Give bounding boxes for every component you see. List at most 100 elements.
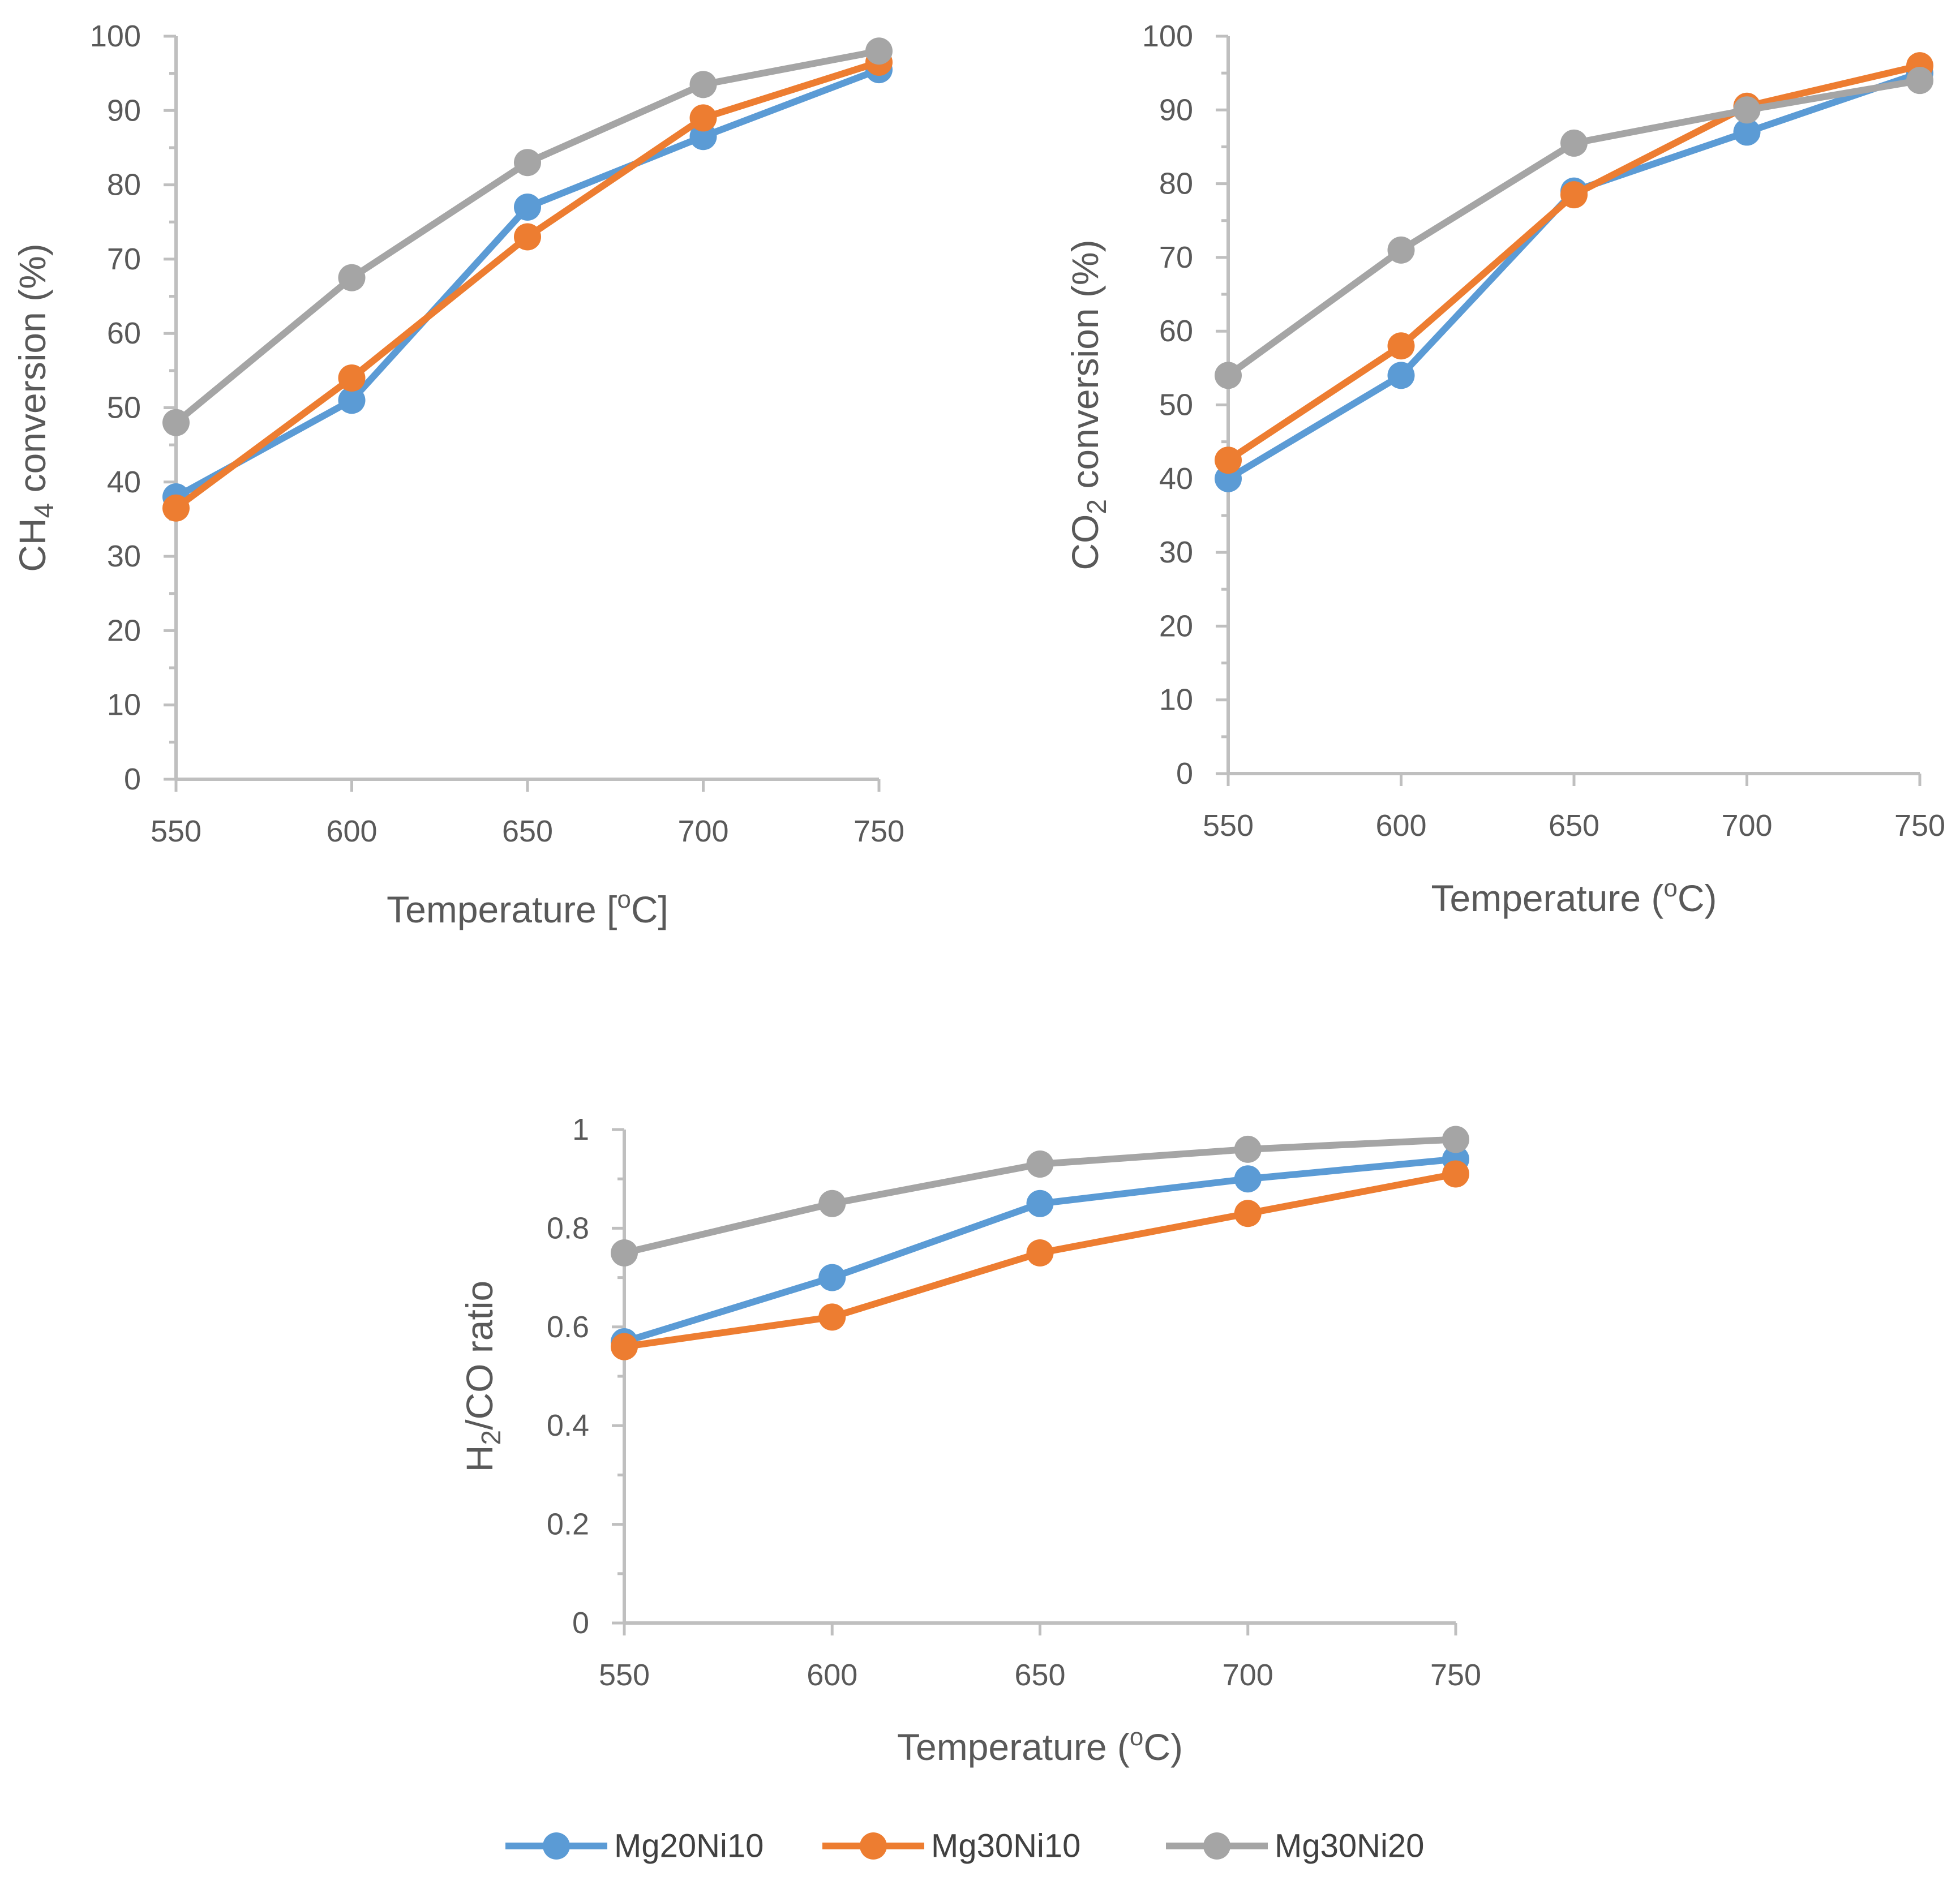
y-tick-label: 30 bbox=[107, 539, 141, 573]
data-point bbox=[1234, 1200, 1262, 1227]
y-tick-label: 100 bbox=[90, 19, 141, 53]
data-point bbox=[1026, 1150, 1054, 1178]
y-tick-label: 30 bbox=[1159, 535, 1193, 569]
data-point bbox=[514, 149, 541, 177]
data-point bbox=[1026, 1190, 1054, 1217]
data-point bbox=[689, 123, 717, 151]
data-point bbox=[611, 1239, 638, 1266]
data-point bbox=[689, 104, 717, 132]
x-tick-label: 650 bbox=[1014, 1658, 1065, 1692]
data-point bbox=[865, 37, 893, 65]
legend-marker bbox=[1203, 1832, 1230, 1860]
y-tick-label: 50 bbox=[107, 391, 141, 425]
series-Mg20Ni10 bbox=[162, 56, 893, 511]
x-tick-label: 650 bbox=[502, 814, 553, 848]
y-axis-title: CH4 conversion (%) bbox=[11, 243, 59, 572]
y-tick-label: 80 bbox=[1159, 167, 1193, 201]
legend-entry-Mg20Ni10: Mg20Ni10 bbox=[505, 1828, 764, 1865]
y-tick-label: 90 bbox=[107, 93, 141, 127]
legend-entry-Mg30Ni10: Mg30Ni10 bbox=[822, 1828, 1080, 1865]
legend-marker bbox=[543, 1832, 570, 1860]
data-point bbox=[1560, 129, 1588, 157]
chart-ch4-conversion: 0 10 20 30 40 50 60 70 80 90 100 550 600 650 700 750 Tem… bbox=[11, 19, 904, 930]
data-point bbox=[162, 409, 190, 436]
data-point bbox=[338, 264, 366, 291]
y-tick-label: 50 bbox=[1159, 388, 1193, 422]
series-Mg20Ni10 bbox=[1215, 59, 1933, 492]
chart-co2-conversion: 0 10 20 30 40 50 60 70 80 90 100 550 600 650 700 750 Tem… bbox=[1064, 19, 1945, 919]
data-point bbox=[1215, 446, 1242, 474]
y-tick-label: 0 bbox=[572, 1606, 589, 1640]
legend-entry-Mg30Ni20: Mg30Ni20 bbox=[1166, 1828, 1424, 1865]
series-Mg20Ni10 bbox=[611, 1145, 1469, 1355]
data-point bbox=[338, 387, 366, 414]
series-line bbox=[1226, 77, 1921, 379]
data-point bbox=[1387, 362, 1415, 389]
data-point bbox=[1387, 332, 1415, 360]
data-point bbox=[818, 1190, 846, 1217]
x-tick-label: 750 bbox=[1894, 809, 1945, 843]
legend-label: Mg30Ni10 bbox=[931, 1828, 1080, 1865]
data-point bbox=[1215, 362, 1242, 389]
x-tick-label: 600 bbox=[326, 814, 377, 848]
data-point bbox=[1733, 118, 1761, 146]
series-Mg30Ni20 bbox=[162, 37, 893, 436]
data-point bbox=[1560, 181, 1588, 209]
data-point bbox=[162, 494, 190, 522]
x-tick-label: 750 bbox=[1430, 1658, 1481, 1692]
y-tick-label: 60 bbox=[1159, 314, 1193, 348]
x-axis-title: Temperature [oC] bbox=[387, 886, 668, 930]
y-tick-label: 0.6 bbox=[547, 1310, 589, 1344]
data-point bbox=[1026, 1239, 1054, 1266]
legend-label: Mg30Ni20 bbox=[1275, 1828, 1424, 1865]
data-point bbox=[514, 193, 541, 221]
x-tick-label: 550 bbox=[151, 814, 201, 848]
data-point bbox=[689, 71, 717, 98]
y-tick-label: 40 bbox=[107, 465, 141, 499]
legend: Mg20Ni10 Mg30Ni10 Mg30Ni20 bbox=[505, 1828, 1424, 1865]
data-point bbox=[818, 1264, 846, 1291]
x-tick-label: 550 bbox=[1203, 809, 1254, 843]
y-tick-label: 80 bbox=[107, 168, 141, 202]
series-Mg30Ni20 bbox=[611, 1126, 1469, 1266]
y-tick-label: 0 bbox=[124, 762, 141, 796]
y-tick-label: 0.2 bbox=[547, 1508, 589, 1542]
y-tick-label: 40 bbox=[1159, 462, 1193, 496]
legend-marker bbox=[860, 1832, 887, 1860]
series-Mg30Ni10 bbox=[611, 1160, 1469, 1360]
x-tick-label: 700 bbox=[1223, 1658, 1273, 1692]
x-axis-title: Temperature (oC) bbox=[1431, 874, 1717, 919]
x-axis-title: Temperature (oC) bbox=[897, 1723, 1183, 1768]
x-tick-label: 700 bbox=[677, 814, 728, 848]
data-point bbox=[1234, 1135, 1262, 1163]
x-tick-label: 600 bbox=[807, 1658, 857, 1692]
data-point bbox=[1234, 1165, 1262, 1193]
x-tick-label: 750 bbox=[854, 814, 904, 848]
y-tick-label: 20 bbox=[107, 613, 141, 647]
series-Mg30Ni20 bbox=[1215, 67, 1933, 389]
legend-label: Mg20Ni10 bbox=[614, 1828, 764, 1865]
y-tick-label: 0.4 bbox=[547, 1409, 589, 1442]
y-tick-label: 0.8 bbox=[547, 1211, 589, 1245]
x-tick-label: 700 bbox=[1721, 809, 1772, 843]
data-point bbox=[1442, 1160, 1469, 1188]
series-line bbox=[1226, 62, 1921, 463]
x-tick-label: 550 bbox=[599, 1658, 650, 1692]
y-tick-label: 90 bbox=[1159, 93, 1193, 127]
y-tick-label: 1 bbox=[572, 1113, 589, 1147]
y-axis-title: H2/CO ratio bbox=[458, 1281, 507, 1472]
data-point bbox=[1442, 1126, 1469, 1153]
series-Mg30Ni10 bbox=[1215, 52, 1933, 474]
data-point bbox=[818, 1303, 846, 1331]
y-tick-label: 0 bbox=[1176, 757, 1193, 791]
y-tick-label: 60 bbox=[107, 316, 141, 350]
chart-h2-co-ratio: 0 0.2 0.4 0.6 0.8 1 550 600 650 700 750 Temperature… bbox=[458, 1113, 1481, 1768]
x-tick-label: 600 bbox=[1375, 809, 1426, 843]
data-point bbox=[338, 364, 366, 392]
y-tick-label: 100 bbox=[1142, 19, 1193, 53]
y-axis-title: CO2 conversion (%) bbox=[1064, 239, 1112, 570]
x-tick-label: 650 bbox=[1549, 809, 1599, 843]
y-tick-label: 20 bbox=[1159, 609, 1193, 643]
data-point bbox=[1906, 67, 1933, 95]
